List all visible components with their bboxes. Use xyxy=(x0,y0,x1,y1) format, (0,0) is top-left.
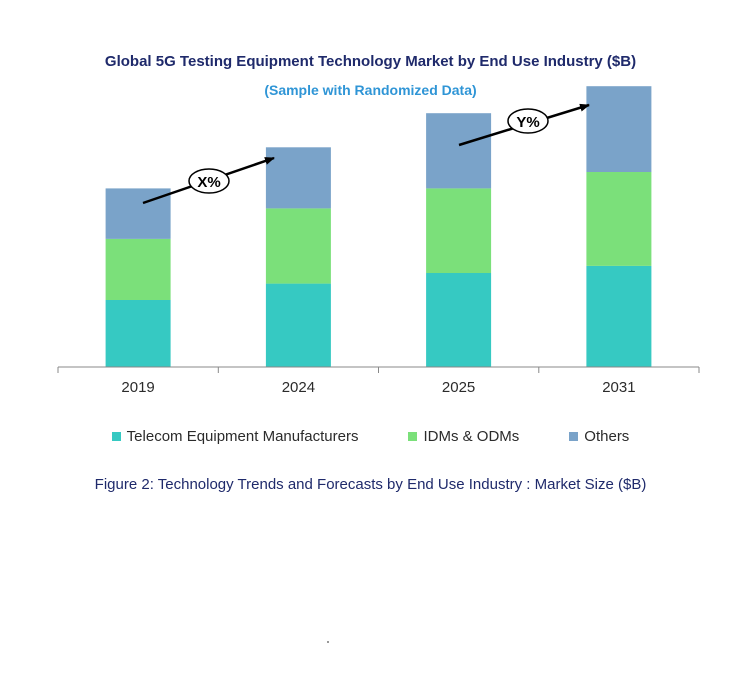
bar-idms-2024 xyxy=(265,208,331,284)
x-tick-label-2031: 2031 xyxy=(602,379,635,396)
bar-telecom-2019 xyxy=(105,300,171,367)
legend-item-telecom: Telecom Equipment Manufacturers xyxy=(111,428,359,445)
bar-others-2024 xyxy=(265,147,331,209)
bar-telecom-2031 xyxy=(586,265,652,367)
bar-idms-2019 xyxy=(105,238,171,300)
growth-label-1: X% xyxy=(197,174,220,191)
growth-badge-2 xyxy=(507,108,549,134)
x-tick-label-2019: 2019 xyxy=(121,379,154,396)
growth-badge-1 xyxy=(188,168,230,194)
legend-item-others: Others xyxy=(569,428,629,445)
bar-idms-2031 xyxy=(586,171,652,266)
legend-swatch-telecom xyxy=(111,432,121,441)
bar-telecom-2024 xyxy=(265,283,331,367)
legend-label-idms: IDMs & ODMs xyxy=(423,428,520,445)
legend-label-others: Others xyxy=(584,428,630,445)
chart-subtitle: (Sample with Randomized Data) xyxy=(264,82,477,98)
chart-title: Global 5G Testing Equipment Technology M… xyxy=(104,53,637,70)
legend: Telecom Equipment Manufacturers IDMs & O… xyxy=(0,428,741,445)
legend-swatch-idms xyxy=(408,432,418,441)
decorative-dot xyxy=(327,641,329,643)
growth-label-2: Y% xyxy=(516,114,539,131)
bar-others-2025 xyxy=(426,113,492,189)
x-tick-label-2025: 2025 xyxy=(442,379,475,396)
legend-label-telecom: Telecom Equipment Manufacturers xyxy=(126,428,359,445)
bar-others-2031 xyxy=(586,86,652,172)
bar-telecom-2025 xyxy=(426,273,492,367)
legend-item-idms: IDMs & ODMs xyxy=(408,428,519,445)
bar-idms-2025 xyxy=(426,188,492,273)
x-tick-label-2024: 2024 xyxy=(282,379,315,396)
legend-swatch-others xyxy=(569,432,579,441)
figure-caption: Figure 2: Technology Trends and Forecast… xyxy=(94,476,647,493)
